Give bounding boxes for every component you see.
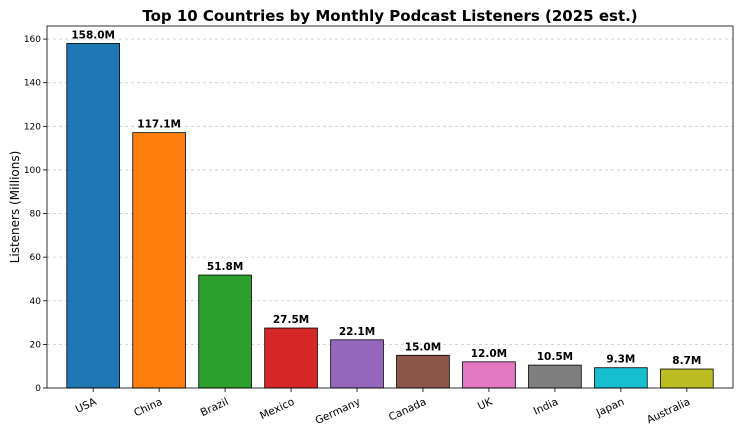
y-tick-label: 60 — [30, 253, 42, 263]
data-label: 15.0M — [405, 341, 441, 353]
data-label: 27.5M — [273, 314, 309, 326]
data-label: 12.0M — [471, 348, 507, 360]
bar-mexico — [264, 327, 318, 389]
data-label: 158.0M — [71, 29, 115, 41]
bar-india — [528, 364, 582, 389]
x-tick-label: China — [132, 396, 164, 420]
x-tick-label: Germany — [313, 396, 362, 427]
y-tick-label: 160 — [24, 35, 41, 45]
y-tick-label: 80 — [30, 210, 42, 220]
chart-title: Top 10 Countries by Monthly Podcast List… — [142, 7, 637, 25]
x-tick-label: Australia — [645, 396, 692, 427]
x-tick-label: USA — [74, 396, 100, 416]
data-label: 8.7M — [672, 355, 701, 367]
y-axis-label: Listeners (Millions) — [8, 151, 22, 264]
bar-canada — [396, 354, 450, 389]
data-labels: 158.0M 117.1M 51.8M 27.5M 22.1M 15.0M 12.0M 10.… — [71, 29, 701, 367]
bar-brazil — [198, 274, 252, 389]
bars — [66, 43, 714, 389]
x-tick-label: Brazil — [199, 396, 231, 419]
data-label: 117.1M — [137, 119, 181, 131]
y-tick-label: 140 — [24, 79, 41, 89]
y-tick-label: 40 — [30, 297, 42, 307]
y-tick-label: 120 — [24, 122, 41, 132]
x-tick-label: UK — [476, 395, 495, 413]
x-tick-label: Japan — [594, 396, 627, 420]
x-ticks: USA China Brazil Mexico Germany Canada UK India… — [74, 388, 692, 427]
y-tick-label: 20 — [30, 340, 42, 350]
data-label: 10.5M — [537, 351, 573, 363]
bar-australia — [660, 368, 714, 389]
y-tick-label: 0 — [35, 384, 41, 394]
data-label: 22.1M — [339, 326, 375, 338]
x-tick-label: India — [532, 396, 560, 418]
plot-frame — [46, 25, 734, 389]
bar-usa — [66, 43, 120, 389]
bar-china — [132, 132, 186, 389]
bar-uk — [462, 361, 516, 389]
data-label: 51.8M — [207, 261, 243, 273]
x-tick-label: Canada — [387, 396, 428, 424]
bar-japan — [594, 367, 648, 389]
data-label: 9.3M — [606, 354, 635, 366]
y-tick-label: 100 — [24, 166, 41, 176]
bar-germany — [330, 339, 384, 389]
x-tick-label: Mexico — [258, 396, 296, 422]
y-ticks: 0 20 40 60 80 100 120 140 160 — [24, 35, 47, 394]
